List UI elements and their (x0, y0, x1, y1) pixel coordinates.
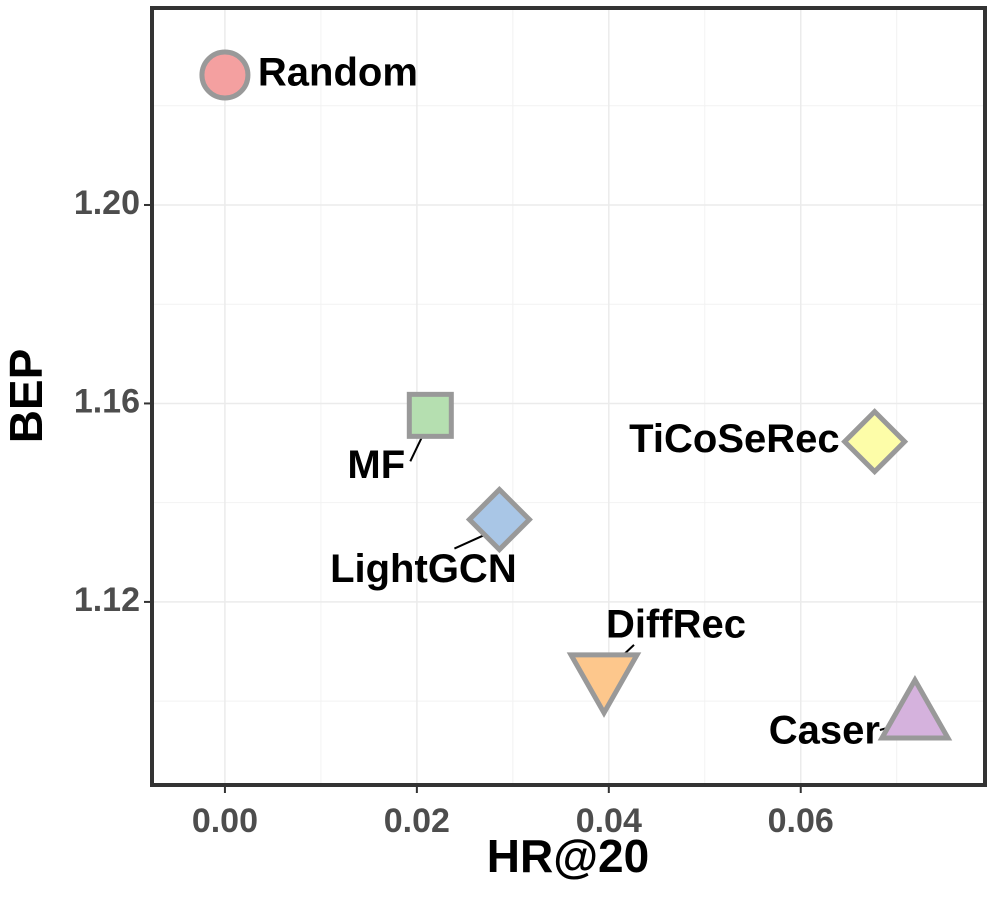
x-tick-label: 0.00 (192, 802, 258, 840)
x-axis-title: HR@20 (487, 830, 649, 882)
point-label: LightGCN (330, 547, 517, 591)
y-tick-label: 1.12 (74, 581, 140, 619)
point-label: MF (347, 443, 405, 487)
point (465, 486, 533, 554)
y-axis-title: BEP (0, 349, 52, 444)
x-tick-label: 0.04 (576, 802, 642, 840)
point-label: Random (258, 51, 418, 95)
point (566, 652, 642, 718)
point (406, 391, 454, 439)
y-tick-label: 1.20 (74, 184, 140, 222)
x-tick-label: 0.06 (768, 802, 834, 840)
point-label: DiffRec (606, 602, 746, 646)
point (199, 49, 251, 101)
leader-line (453, 533, 486, 550)
point (841, 408, 909, 476)
y-tick-label: 1.16 (74, 382, 140, 420)
point-label: Caser (769, 709, 880, 753)
point-label: TiCoSeRec (629, 417, 839, 461)
leader-line (409, 435, 424, 462)
point (877, 674, 953, 741)
plot-border (150, 6, 987, 787)
x-tick-label: 0.02 (384, 802, 450, 840)
